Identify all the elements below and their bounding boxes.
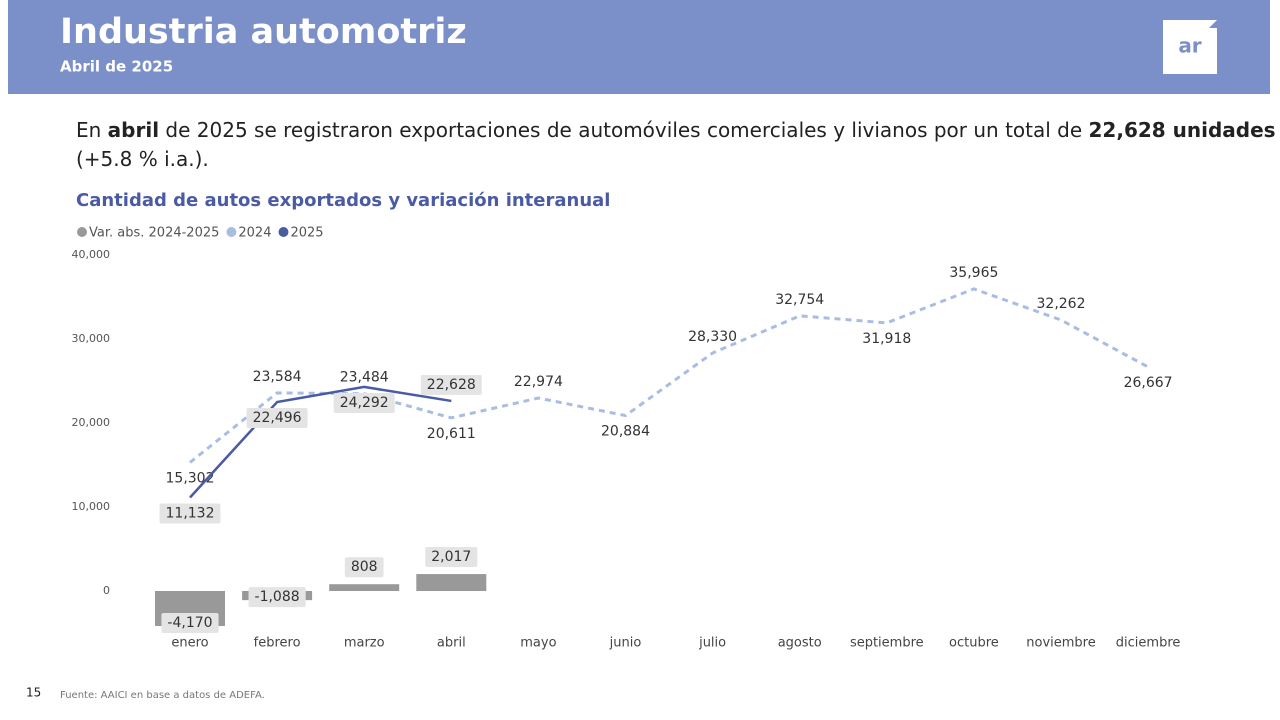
logo-corner bbox=[1209, 20, 1217, 28]
data-label-group: 26,667 bbox=[1124, 375, 1173, 391]
y-tick-label: 0 bbox=[103, 584, 110, 597]
data-label: 2,017 bbox=[431, 549, 471, 565]
y-tick-label: 20,000 bbox=[72, 416, 111, 429]
data-label-box bbox=[161, 613, 219, 634]
intro-text: abril bbox=[108, 118, 159, 142]
source: Fuente: AAICI en base a datos de ADEFA. bbox=[60, 690, 265, 701]
x-tick-label: octubre bbox=[949, 636, 999, 651]
data-label-box bbox=[333, 392, 395, 413]
x-tick-label: noviembre bbox=[1026, 636, 1095, 651]
data-label-group: 23,584 bbox=[253, 369, 302, 385]
legend-label: 2024 bbox=[238, 226, 271, 241]
data-label-group: 22,628 bbox=[420, 374, 482, 395]
data-label: 32,754 bbox=[775, 292, 824, 308]
bar bbox=[329, 584, 400, 591]
bar bbox=[416, 574, 487, 591]
data-label: 35,965 bbox=[949, 265, 998, 281]
legend-swatch bbox=[226, 227, 237, 237]
data-label-group: 22,496 bbox=[246, 408, 308, 429]
line bbox=[189, 385, 452, 499]
intro-text: En bbox=[76, 118, 108, 142]
data-label: 31,918 bbox=[862, 331, 911, 347]
data-label-group: 808 bbox=[344, 557, 384, 578]
data-label-group: 22,974 bbox=[514, 374, 563, 390]
data-label-group: 32,262 bbox=[1037, 296, 1086, 312]
intro-text: 22,628 unidades bbox=[1089, 118, 1276, 142]
line bbox=[189, 287, 1149, 464]
data-label-box bbox=[248, 587, 306, 608]
x-tick-label: abril bbox=[437, 636, 466, 651]
data-label-group: 28,330 bbox=[688, 329, 737, 345]
y-tick-label: 30,000 bbox=[72, 332, 111, 345]
data-label-group: 31,918 bbox=[862, 331, 911, 347]
data-label: 23,584 bbox=[253, 369, 302, 385]
header-title: Industria automotriz bbox=[60, 12, 467, 52]
data-label: 22,974 bbox=[514, 374, 563, 390]
legend-swatch bbox=[278, 227, 289, 237]
legend-swatch bbox=[77, 227, 87, 237]
data-label-group: 32,754 bbox=[775, 292, 824, 308]
data-label-group: 35,965 bbox=[949, 265, 998, 281]
header-subtitle: Abril de 2025 bbox=[60, 58, 173, 76]
header-band bbox=[8, 0, 1270, 94]
x-tick-label: septiembre bbox=[850, 636, 924, 651]
legend-label: 2025 bbox=[290, 226, 323, 241]
y-tick-label: 10,000 bbox=[72, 500, 111, 513]
data-label: 808 bbox=[351, 559, 378, 575]
logo-box bbox=[1163, 20, 1217, 74]
data-label: 32,262 bbox=[1037, 296, 1086, 312]
intro-text: (+5.8 % i.a.). bbox=[76, 147, 209, 171]
data-label-box bbox=[425, 547, 478, 568]
data-label-group: -4,170 bbox=[161, 613, 219, 634]
x-tick-label: junio bbox=[609, 636, 642, 651]
x-tick-label: marzo bbox=[344, 636, 385, 651]
intro-line: En abril de 2025 se registraron exportac… bbox=[76, 118, 1276, 142]
data-label: 11,132 bbox=[166, 505, 215, 521]
legend-label: Var. abs. 2024-2025 bbox=[89, 226, 219, 241]
data-label: 20,884 bbox=[601, 424, 650, 440]
intro-text: de 2025 se registraron exportaciones de … bbox=[159, 118, 1088, 142]
data-label-box bbox=[344, 557, 384, 578]
x-tick-label: febrero bbox=[254, 636, 301, 651]
data-label: 22,628 bbox=[427, 377, 476, 393]
y-tick-label: 40,000 bbox=[72, 248, 111, 261]
page-number: 15 bbox=[26, 686, 41, 700]
data-label-group: 11,132 bbox=[159, 503, 221, 524]
data-label-box bbox=[420, 374, 482, 395]
data-label: -4,170 bbox=[167, 615, 212, 631]
data-label: 23,484 bbox=[340, 370, 389, 386]
intro-line: (+5.8 % i.a.). bbox=[76, 147, 209, 171]
data-label: -1,088 bbox=[255, 589, 300, 605]
x-tick-label: diciembre bbox=[1116, 636, 1181, 651]
data-label-box bbox=[246, 408, 308, 429]
x-tick-label: julio bbox=[698, 636, 726, 651]
data-label-group: -1,088 bbox=[248, 587, 306, 608]
logo-text: ar bbox=[1178, 34, 1201, 58]
data-label-group: 20,611 bbox=[427, 426, 476, 442]
chart-title: Cantidad de autos exportados y variación… bbox=[76, 190, 610, 211]
x-tick-label: mayo bbox=[520, 636, 556, 651]
data-label: 22,496 bbox=[253, 410, 302, 426]
x-tick-label: agosto bbox=[778, 636, 822, 651]
data-label-box bbox=[159, 503, 221, 524]
x-tick-label: enero bbox=[171, 636, 208, 651]
data-label: 26,667 bbox=[1124, 375, 1173, 391]
data-label-group: 23,484 bbox=[340, 370, 389, 386]
data-label-group: 2,017 bbox=[425, 547, 478, 568]
data-label: 20,611 bbox=[427, 426, 476, 442]
data-label-group: 20,884 bbox=[601, 424, 650, 440]
data-label-group: 24,292 bbox=[333, 392, 395, 413]
data-label: 28,330 bbox=[688, 329, 737, 345]
data-label: 24,292 bbox=[340, 395, 389, 411]
